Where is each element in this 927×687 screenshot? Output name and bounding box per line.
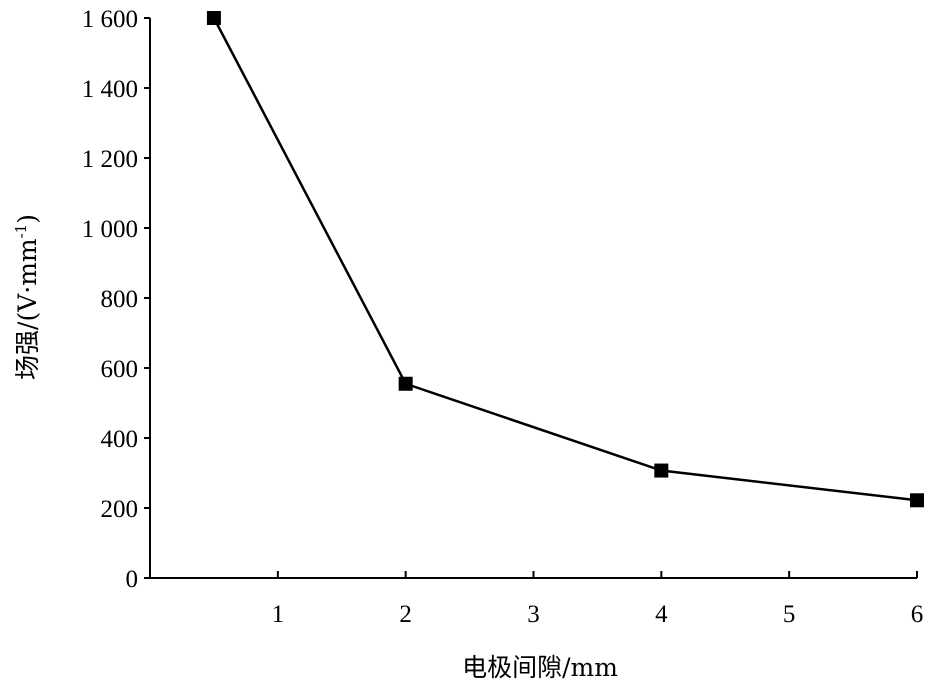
tick-labels: 0 200 400 600 800 1 000 1 200 1 400 1 600 1 2 3 4 5 6 bbox=[82, 6, 924, 628]
series-line bbox=[212, 17, 918, 502]
y-tick-label: 600 bbox=[101, 356, 139, 383]
y-tick-label: 1 400 bbox=[82, 76, 138, 103]
y-tick-label: 800 bbox=[101, 286, 139, 313]
y-tick-label: 200 bbox=[101, 496, 139, 523]
y-axis-title-close: ) bbox=[13, 214, 42, 224]
data-point-marker bbox=[398, 376, 413, 391]
y-tick-label: 1 200 bbox=[82, 146, 138, 173]
x-tick-label: 1 bbox=[272, 601, 285, 628]
x-tick-label: 3 bbox=[527, 601, 540, 628]
y-axis-title-superscript: -1 bbox=[12, 224, 30, 239]
x-tick-label: 6 bbox=[911, 601, 924, 628]
x-tick-label: 2 bbox=[399, 601, 412, 628]
tick-marks bbox=[144, 17, 918, 579]
y-tick-label: 1 000 bbox=[82, 216, 138, 243]
x-tick-label: 4 bbox=[655, 601, 668, 628]
x-tick-label: 5 bbox=[783, 601, 796, 628]
data-point-marker bbox=[206, 11, 221, 25]
y-axis-title-main: 场强/(V·mm bbox=[13, 238, 42, 380]
data-series bbox=[206, 11, 924, 508]
data-point-marker bbox=[910, 493, 924, 508]
axes bbox=[149, 18, 917, 579]
y-tick-label: 1 600 bbox=[82, 6, 138, 33]
x-axis-title: 电极间隙/mm bbox=[462, 653, 618, 682]
y-axis-title: 场强/(V·mm-1) bbox=[12, 214, 42, 380]
y-tick-label: 400 bbox=[101, 426, 139, 453]
data-point-marker bbox=[654, 463, 669, 478]
y-tick-label: 0 bbox=[126, 566, 139, 593]
